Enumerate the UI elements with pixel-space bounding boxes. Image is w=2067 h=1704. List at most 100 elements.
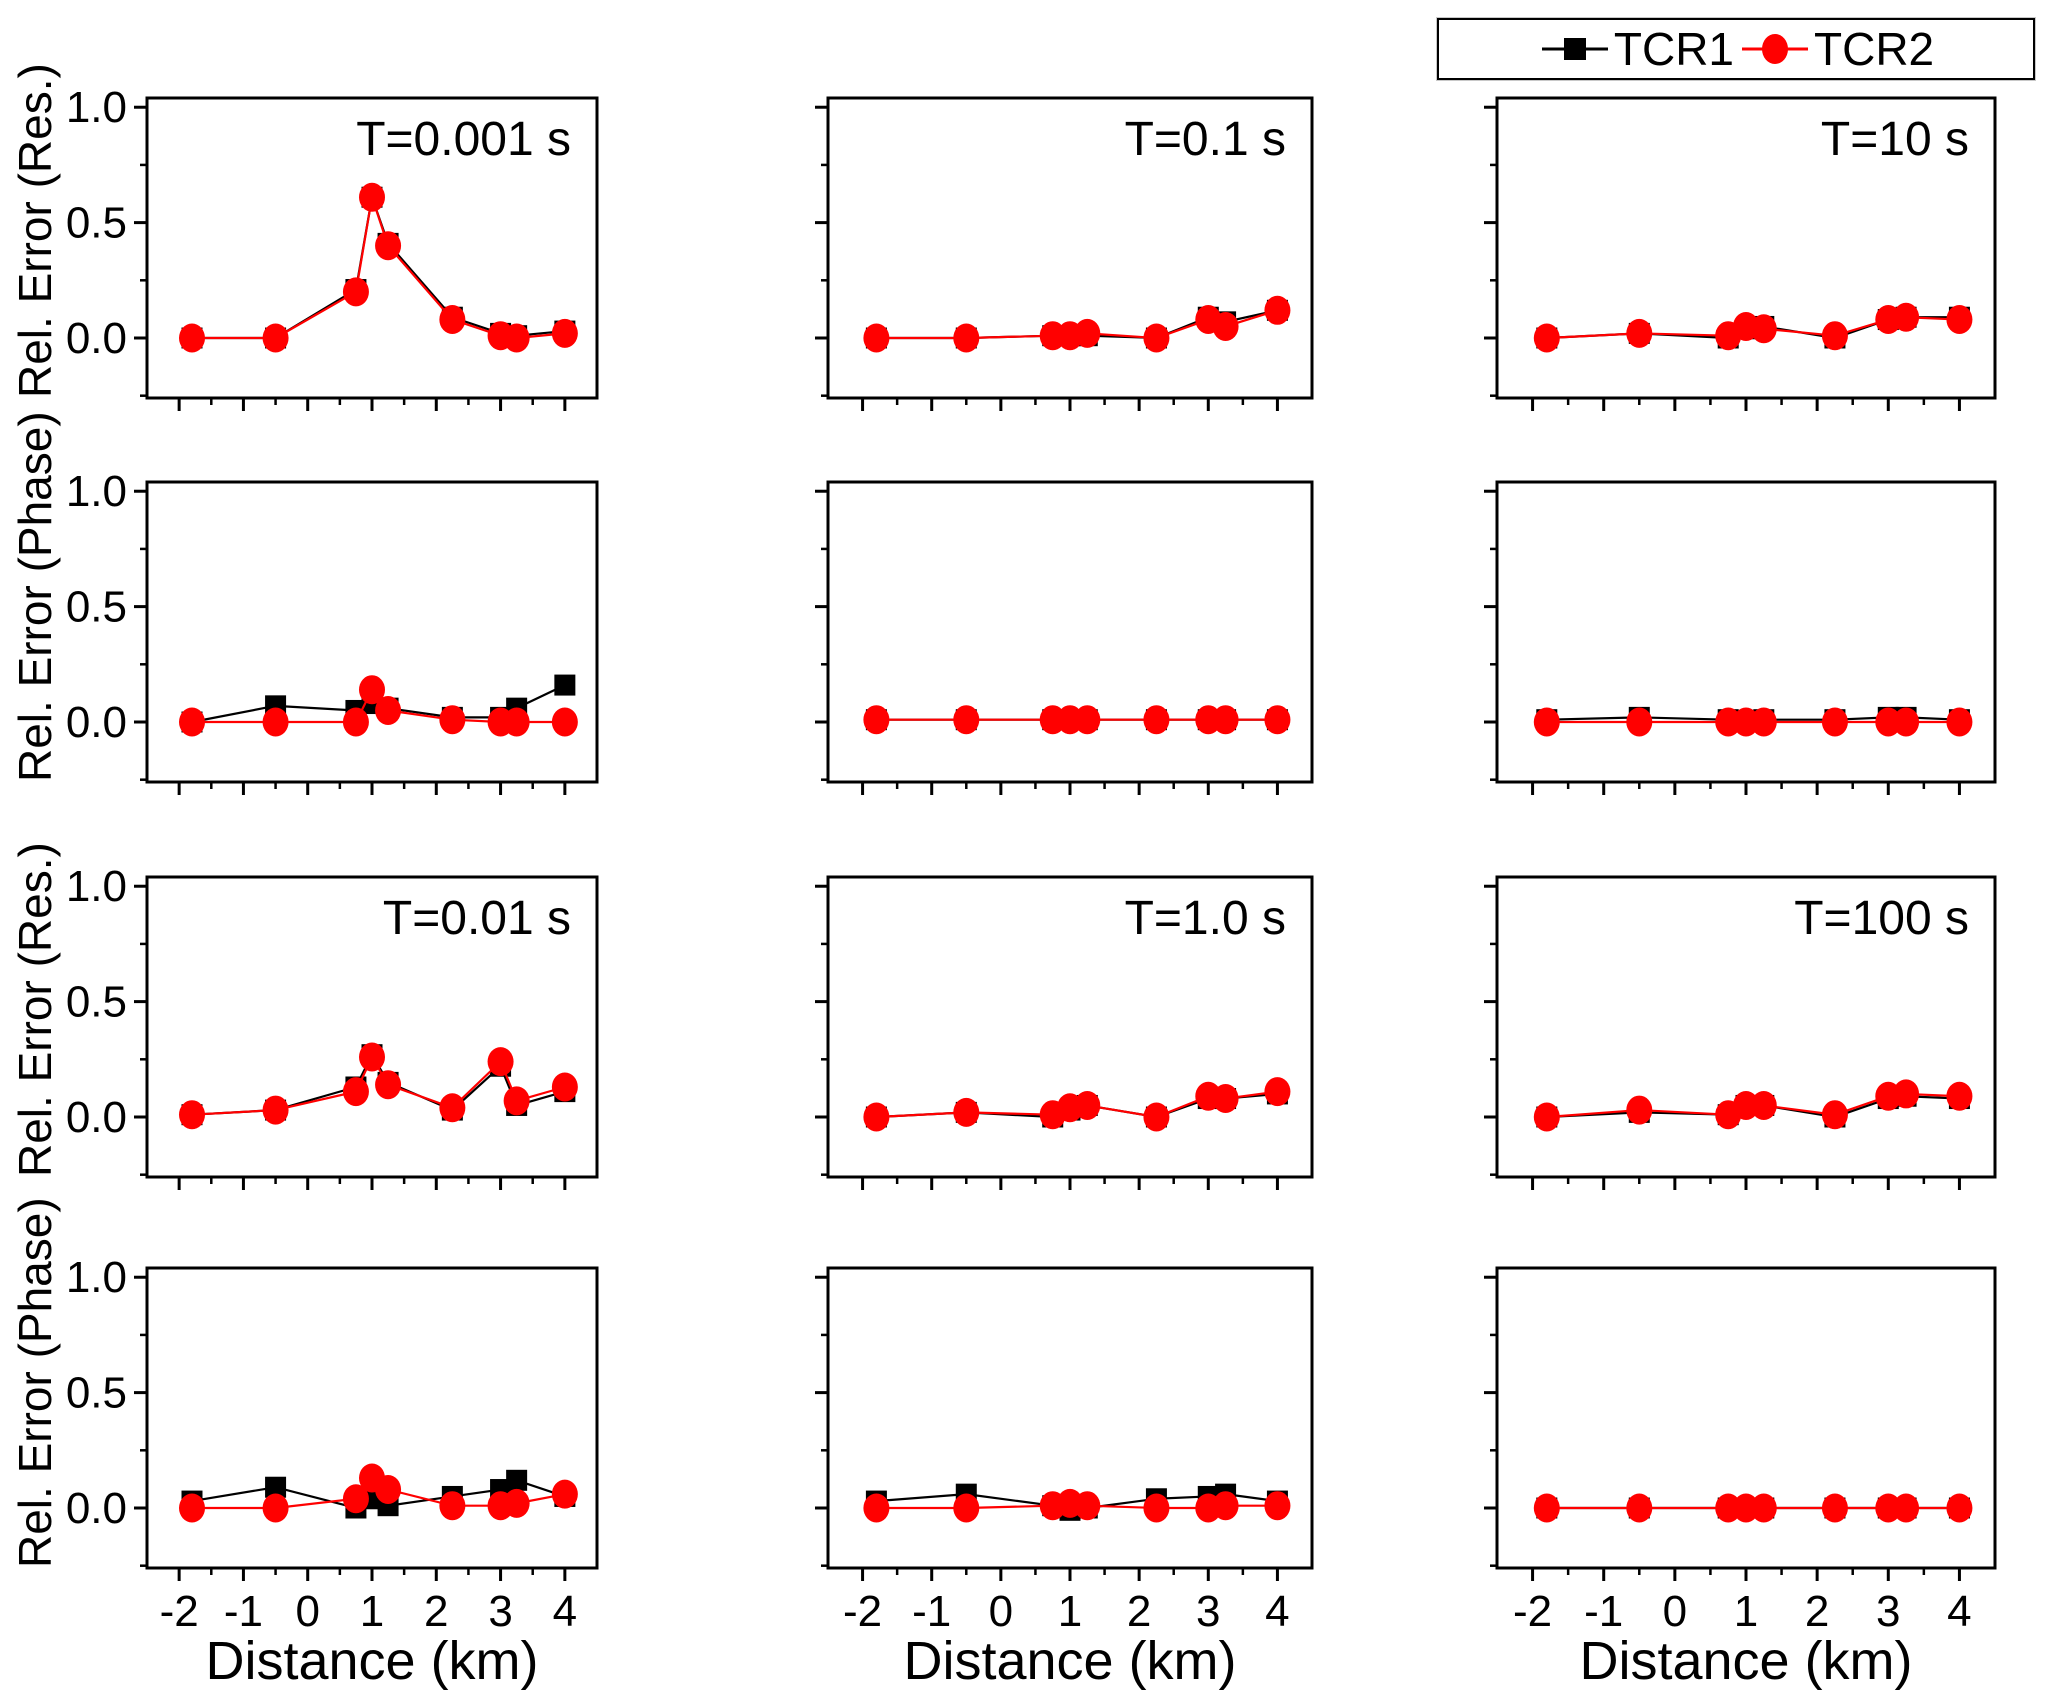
data-point-circle bbox=[1750, 1493, 1777, 1523]
data-point-circle bbox=[1715, 1493, 1742, 1523]
data-point-circle bbox=[439, 1491, 466, 1521]
y-axis-label-row1: Rel. Error (Res.) bbox=[9, 63, 61, 398]
data-point-circle bbox=[342, 707, 369, 737]
data-point-circle bbox=[1893, 302, 1920, 332]
data-point-circle bbox=[551, 318, 578, 348]
data-point-circle bbox=[551, 707, 578, 737]
data-point-circle bbox=[1626, 1095, 1653, 1125]
x-axis-title-col1: Distance (km) bbox=[205, 1631, 539, 1691]
data-point-circle bbox=[179, 707, 205, 737]
data-point-circle bbox=[863, 705, 890, 735]
data-point-circle bbox=[953, 1493, 980, 1523]
data-point-circle bbox=[1533, 1493, 1560, 1523]
data-point-circle bbox=[1875, 707, 1902, 737]
series-tcr2 bbox=[1533, 707, 1973, 737]
data-point-circle bbox=[1893, 1079, 1920, 1109]
data-point-circle bbox=[179, 1493, 205, 1523]
data-point-circle bbox=[342, 1077, 369, 1107]
data-point-circle bbox=[1264, 1491, 1291, 1521]
series-tcr2 bbox=[863, 705, 1291, 735]
data-point-circle bbox=[1533, 1102, 1560, 1132]
data-point-circle bbox=[1733, 1090, 1759, 1120]
x-tick-label: 1 bbox=[1058, 1587, 1082, 1636]
data-point-circle bbox=[1946, 1081, 1973, 1111]
data-point-circle bbox=[359, 675, 385, 705]
panel-phase-t0.01: -2 -1 0 1 2 3 4 1.0 0.5 0.0 bbox=[66, 1253, 599, 1636]
x-tick-label: 2 bbox=[1805, 1587, 1829, 1636]
data-point-circle bbox=[953, 705, 980, 735]
data-point-circle bbox=[375, 231, 402, 261]
y-tick-label: 0.0 bbox=[66, 698, 127, 747]
series-tcr2 bbox=[1533, 1079, 1973, 1132]
y-tick-label: 0.0 bbox=[66, 1093, 127, 1142]
data-point-circle bbox=[1750, 314, 1777, 344]
data-point-circle bbox=[1074, 705, 1101, 735]
data-point-circle bbox=[1264, 1077, 1291, 1107]
data-point-circle bbox=[1533, 707, 1560, 737]
data-point-circle bbox=[1715, 707, 1742, 737]
x-tick-label: -2 bbox=[1513, 1587, 1552, 1636]
x-tick-label: 3 bbox=[1196, 1587, 1220, 1636]
data-point-circle bbox=[1143, 323, 1170, 353]
series-tcr2 bbox=[863, 1488, 1291, 1523]
data-point-circle bbox=[342, 277, 369, 307]
panel-title-res-t0.1: T=0.1 s bbox=[1124, 113, 1286, 166]
legend-item-tcr1: TCR1 bbox=[1538, 25, 1734, 73]
legend-label-tcr2: TCR2 bbox=[1814, 23, 1935, 75]
data-point-circle bbox=[503, 1086, 530, 1116]
legend-item-tcr2: TCR2 bbox=[1738, 25, 1934, 73]
series-tcr2 bbox=[179, 182, 578, 353]
panel-res-t10 bbox=[1484, 96, 1997, 411]
series-tcr2 bbox=[863, 295, 1291, 353]
x-tick-label: 3 bbox=[488, 1587, 512, 1636]
y-tick-label: 1.0 bbox=[66, 83, 127, 132]
panel-title-res-t100: T=100 s bbox=[1794, 892, 1969, 945]
x-tick-label: -1 bbox=[912, 1587, 951, 1636]
x-tick-label: 0 bbox=[989, 1587, 1013, 1636]
data-point-circle bbox=[179, 323, 205, 353]
data-point-circle bbox=[1212, 1084, 1239, 1114]
data-point-circle bbox=[359, 182, 385, 212]
y-tick-label: 1.0 bbox=[66, 1253, 127, 1302]
x-tick-label: -2 bbox=[160, 1587, 199, 1636]
data-point-circle bbox=[863, 1493, 890, 1523]
y-tick-label: 0.5 bbox=[66, 978, 127, 1027]
y-axis-label-row4: Rel. Error (Phase) bbox=[9, 1197, 61, 1568]
data-point-circle bbox=[1074, 1090, 1101, 1120]
data-point-circle bbox=[1893, 1493, 1920, 1523]
y-tick-label: 0.0 bbox=[66, 1484, 127, 1533]
data-point-circle bbox=[863, 1102, 890, 1132]
x-tick-label: 2 bbox=[1127, 1587, 1151, 1636]
data-point-circle bbox=[1946, 1493, 1973, 1523]
data-point-circle bbox=[439, 1093, 466, 1123]
y-tick-label: 1.0 bbox=[66, 467, 127, 516]
plot-border bbox=[826, 1266, 1314, 1570]
data-point-circle bbox=[1821, 321, 1848, 351]
series-tcr2 bbox=[179, 1042, 578, 1130]
panel-res-t100 bbox=[1484, 875, 1997, 1190]
data-point-circle bbox=[487, 1047, 514, 1077]
x-tick-label: -2 bbox=[843, 1587, 882, 1636]
x-tick-label: 2 bbox=[424, 1587, 448, 1636]
x-axis-title-col2: Distance (km) bbox=[903, 1631, 1237, 1691]
x-tick-label: 4 bbox=[1947, 1587, 1971, 1636]
data-point-circle bbox=[1821, 1100, 1848, 1130]
plot-border bbox=[145, 480, 599, 784]
y-tick-label: 0.5 bbox=[66, 199, 127, 248]
data-point-circle bbox=[503, 707, 530, 737]
y-tick-label: 0.5 bbox=[66, 583, 127, 632]
data-point-circle bbox=[1733, 707, 1759, 737]
x-tick-label: -1 bbox=[1584, 1587, 1623, 1636]
plot-border bbox=[1495, 1266, 1997, 1570]
data-point-circle bbox=[1143, 1102, 1170, 1132]
data-point-circle bbox=[179, 1100, 205, 1130]
data-point-circle bbox=[953, 1097, 980, 1127]
panel-res-t0.001: 1.0 0.5 0.0 bbox=[66, 83, 599, 411]
panel-res-t0.1 bbox=[815, 96, 1314, 411]
data-point-circle bbox=[1212, 311, 1239, 341]
series-tcr2 bbox=[1533, 1493, 1973, 1523]
data-point-circle bbox=[1212, 705, 1239, 735]
panel-phase-t100: -2 -1 0 1 2 3 4 bbox=[1484, 1266, 1997, 1636]
